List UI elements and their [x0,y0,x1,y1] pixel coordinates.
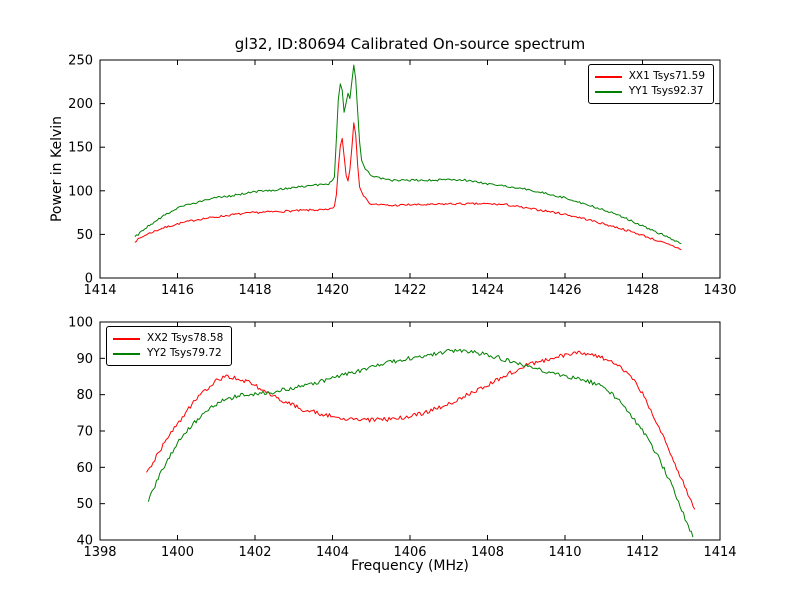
legend-item-yy2: YY2 Tsys79.72 [113,346,223,361]
svg-text:1410: 1410 [548,545,581,560]
legend-label-yy2: YY2 Tsys79.72 [147,347,222,360]
svg-text:1416: 1416 [161,283,194,298]
svg-text:1404: 1404 [316,545,349,560]
svg-text:1418: 1418 [238,283,271,298]
svg-text:1430: 1430 [703,283,736,298]
svg-text:1412: 1412 [626,545,659,560]
svg-text:1400: 1400 [161,545,194,560]
legend-label-yy1: YY1 Tsys92.37 [628,85,704,98]
legend-line-sample-yy1 [594,90,622,93]
legend-item-xx1: XX1 Tsys71.59 [594,69,705,84]
chart-title: gl32, ID:80694 Calibrated On-source spec… [234,35,586,53]
legend-label-xx2: XX2 Tsys78.58 [147,332,224,344]
svg-text:100: 100 [68,316,93,331]
legend-item-xx2: XX2 Tsys78.58 [113,331,223,346]
svg-text:1408: 1408 [471,545,504,560]
legend-line-sample-yy2 [113,352,140,355]
svg-text:250: 250 [68,54,93,69]
svg-text:1424: 1424 [471,283,504,298]
svg-text:50: 50 [76,228,93,243]
x-axis-label-frequency: Frequency (MHz) [351,558,469,574]
svg-text:90: 90 [76,352,93,367]
svg-text:50: 50 [76,497,93,512]
svg-text:150: 150 [68,141,93,156]
svg-text:1414: 1414 [83,283,116,298]
svg-text:80: 80 [76,388,93,403]
svg-text:1402: 1402 [238,545,271,560]
legend-bottom-plot: XX2 Tsys78.58 YY2 Tsys79.72 [106,326,233,367]
svg-text:1414: 1414 [703,545,736,560]
legend-line-sample-xx1 [594,75,622,78]
svg-text:1420: 1420 [316,283,349,298]
legend-line-sample-xx2 [113,337,140,340]
svg-text:60: 60 [76,461,93,476]
y-axis-label-power: Power in Kelvin [49,115,65,223]
svg-text:100: 100 [68,184,93,199]
svg-text:1426: 1426 [548,283,581,298]
svg-text:200: 200 [68,97,93,112]
legend-label-xx1: XX1 Tsys71.59 [628,70,705,82]
svg-text:70: 70 [76,425,93,440]
svg-text:1406: 1406 [393,545,426,560]
svg-text:40: 40 [76,534,93,549]
svg-text:1422: 1422 [393,283,426,298]
legend-top-plot: XX1 Tsys71.59 YY1 Tsys92.37 [587,64,714,105]
legend-item-yy1: YY1 Tsys92.37 [594,84,705,99]
svg-text:0: 0 [85,272,93,287]
svg-text:1428: 1428 [626,283,659,298]
svg-text:1398: 1398 [83,545,116,560]
